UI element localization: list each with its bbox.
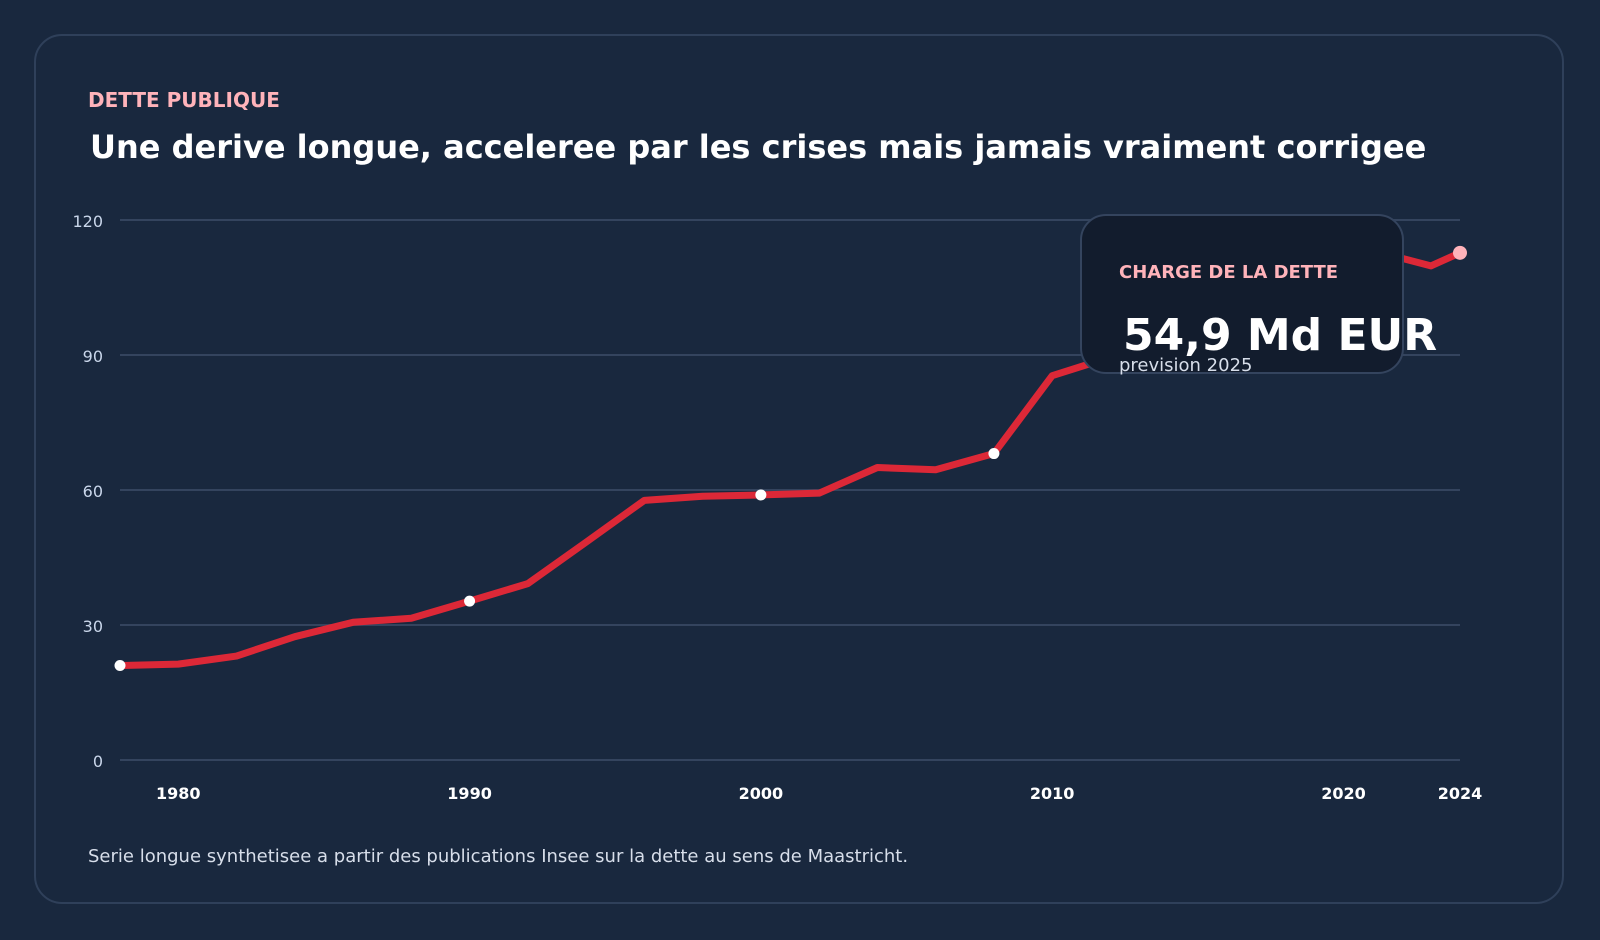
chart-card <box>34 34 1564 904</box>
footnote: Serie longue synthetisee a partir des pu… <box>88 846 909 867</box>
tooltip-subtitle: prevision 2025 <box>1119 355 1253 376</box>
data-point <box>988 448 1000 460</box>
x-tick-label: 2010 <box>1030 784 1075 803</box>
x-tick-label: 1990 <box>447 784 492 803</box>
data-point <box>1453 245 1467 260</box>
x-tick-label: 2020 <box>1321 784 1366 803</box>
data-point <box>464 595 476 607</box>
chart-title: Une derive longue, acceleree par les cri… <box>90 128 1427 166</box>
y-tick-label: 30 <box>83 617 103 636</box>
data-point <box>114 660 126 671</box>
y-tick-label: 120 <box>72 212 103 231</box>
x-tick-label: 1980 <box>156 784 201 803</box>
y-tick-label: 0 <box>93 752 103 771</box>
tooltip-card <box>1080 214 1404 374</box>
y-tick-label: 90 <box>83 347 103 366</box>
data-point <box>755 489 767 501</box>
x-tick-label: 2000 <box>739 784 784 803</box>
x-tick-label: 2024 <box>1438 784 1483 803</box>
y-tick-label: 60 <box>83 482 103 501</box>
tooltip-value: 54,9 Md EUR <box>1123 310 1438 361</box>
chart-kicker: DETTE PUBLIQUE <box>88 88 280 112</box>
tooltip-label: CHARGE DE LA DETTE <box>1119 262 1339 283</box>
